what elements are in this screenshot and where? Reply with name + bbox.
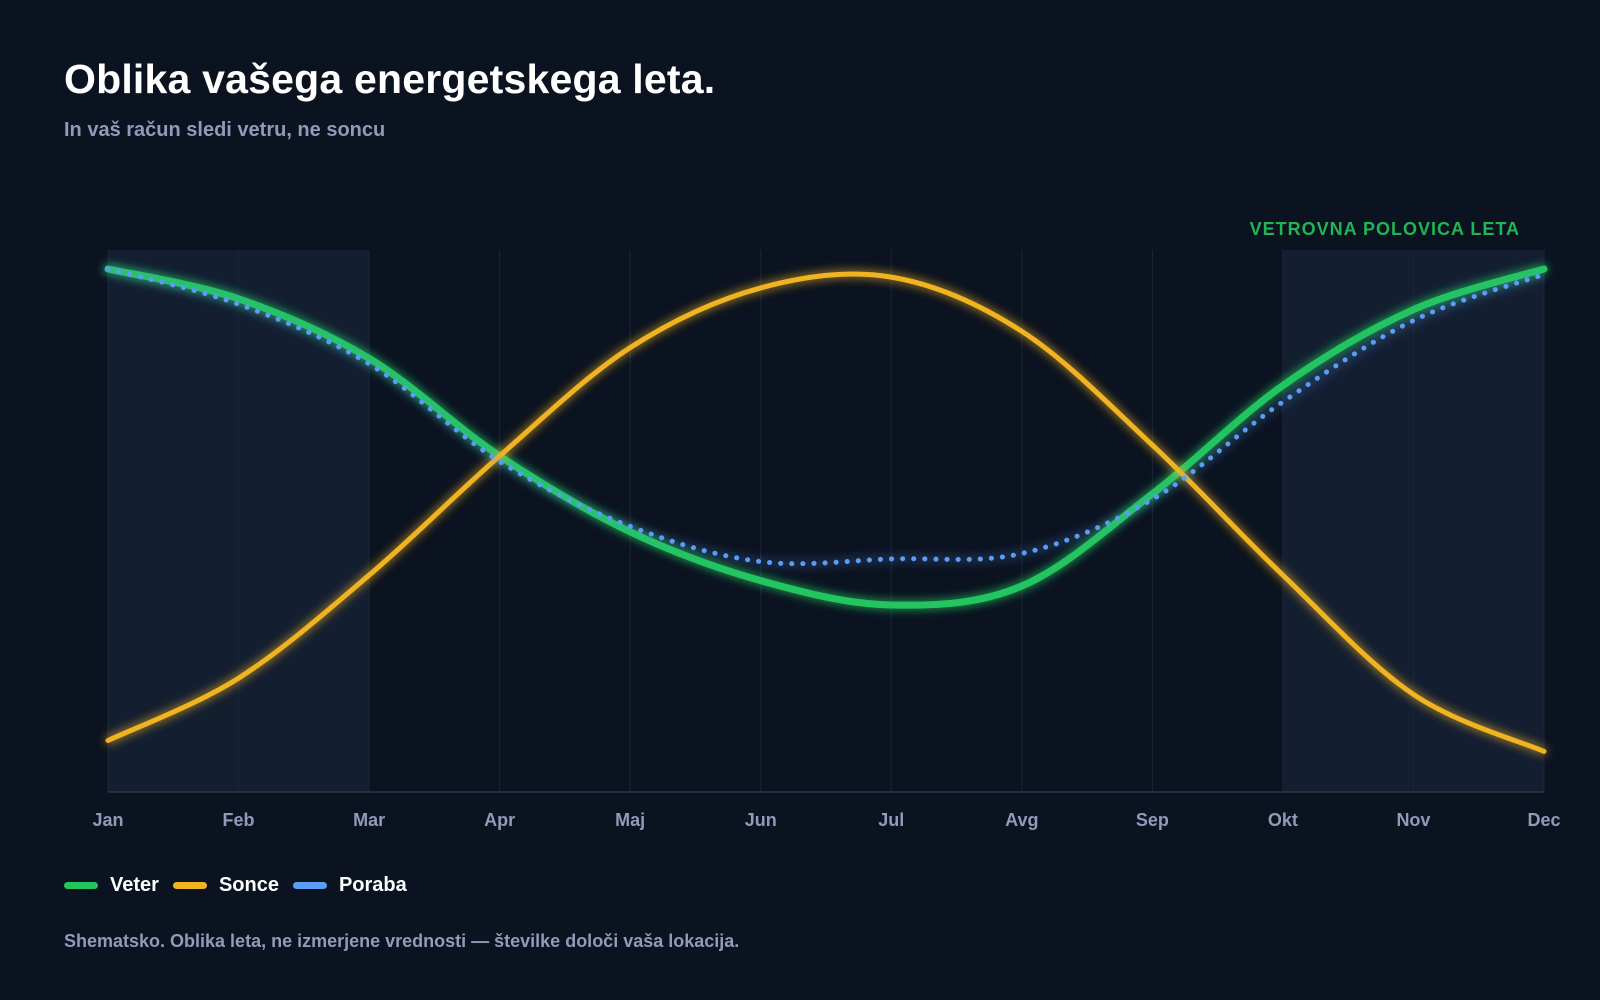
series-line-veter [104, 265, 1548, 609]
x-tick-label: Apr [484, 810, 515, 830]
region-annotation: VETROVNA POLOVICA LETA [1250, 219, 1520, 239]
legend-label: Sonce [218, 874, 279, 896]
legend-item-veter: Veter [64, 874, 159, 897]
legend-label: Veter [110, 874, 159, 896]
x-tick-label: Sep [1136, 810, 1169, 830]
footnote: Shematsko. Oblika leta, ne izmerjene vre… [64, 931, 740, 951]
legend-item-sonce: Sonce [172, 874, 279, 897]
legend-swatch [292, 882, 327, 889]
x-tick-label: Mar [353, 810, 385, 830]
legend-swatch [64, 882, 98, 889]
x-tick-label: Jan [92, 810, 123, 830]
x-tick-label: Nov [1396, 810, 1430, 830]
x-tick-label: Maj [615, 810, 645, 830]
legend-swatch [172, 882, 207, 889]
x-tick-label: Jul [878, 810, 904, 830]
x-tick-label: Okt [1268, 810, 1298, 830]
chart-legend: Veter Sonce Poraba [64, 874, 407, 897]
page-subtitle: In vaš račun sledi vetru, ne soncu [64, 119, 386, 141]
x-tick-label: Dec [1527, 810, 1560, 830]
series-line-poraba [105, 266, 1547, 567]
series-line-sonce [105, 271, 1547, 754]
legend-label: Poraba [338, 874, 407, 896]
x-tick-label: Jun [745, 810, 777, 830]
page-title: Oblika vašega energetskega leta. [64, 56, 716, 102]
x-tick-label: Avg [1005, 810, 1038, 830]
x-tick-label: Feb [223, 810, 255, 830]
legend-item-poraba: Poraba [292, 874, 407, 897]
